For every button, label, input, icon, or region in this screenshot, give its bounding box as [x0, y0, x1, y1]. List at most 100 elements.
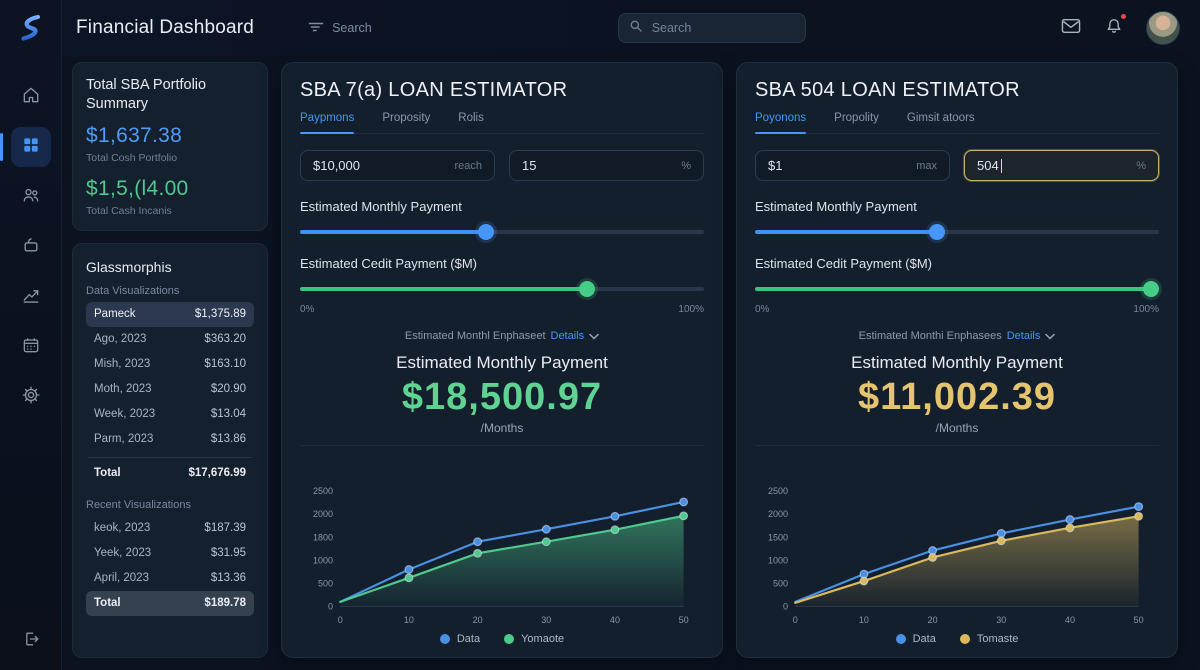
- legend-item-data[interactable]: Data: [439, 633, 480, 645]
- search-input[interactable]: [649, 20, 795, 36]
- sidebar-item-analytics[interactable]: [11, 277, 51, 317]
- svg-text:2500: 2500: [768, 486, 788, 496]
- tab-proposity[interactable]: Proposity: [382, 112, 431, 124]
- sidebar-item-portfolio[interactable]: [11, 227, 51, 267]
- table-row[interactable]: Pameck $1,375.89: [86, 301, 254, 327]
- payment-chart: 2500 2000 1800 1000 500 0 0 10 20 30 40 50 Data Yom…: [300, 444, 704, 647]
- users-icon: [21, 185, 41, 210]
- table-row[interactable]: Yeek, 2023 $31.95: [94, 547, 246, 560]
- svg-text:1800: 1800: [313, 532, 333, 542]
- user-avatar[interactable]: [1146, 11, 1180, 45]
- credit-payment-slider-label: Estimated Cedit Payment ($M): [755, 256, 933, 271]
- chart-legend: Data Yomaote: [300, 630, 704, 647]
- chart-legend: Data Tomaste: [755, 630, 1159, 647]
- slider-range-labels: 0% 100%: [300, 304, 704, 315]
- svg-text:1500: 1500: [768, 532, 788, 542]
- recent-total-row: Total $189.78: [86, 590, 254, 616]
- chevron-down-icon[interactable]: [589, 333, 599, 340]
- summary-column: Total SBA Portfolio Summary $1,637.38 To…: [72, 62, 268, 658]
- glassmorphis-title: Glassmorphis: [86, 258, 172, 275]
- svg-text:0: 0: [328, 602, 333, 612]
- sidebar-item-settings[interactable]: [11, 377, 51, 417]
- svg-text:10: 10: [859, 615, 869, 625]
- envelope-icon: [1060, 17, 1082, 40]
- monthly-payment-slider[interactable]: [755, 224, 1159, 240]
- monthly-payment-slider-label: Estimated Monthly Payment: [300, 199, 462, 214]
- result-unit: /Months: [480, 420, 524, 435]
- credit-payment-slider[interactable]: [300, 281, 704, 297]
- filter-icon: [308, 20, 324, 37]
- legend-dot: [959, 634, 970, 644]
- chevron-down-icon[interactable]: [1045, 333, 1056, 340]
- details-link[interactable]: Details: [550, 330, 585, 342]
- table-row[interactable]: Parm, 2023 $13.86: [94, 433, 246, 446]
- slider-thumb[interactable]: [578, 281, 595, 297]
- sidebar-item-dashboard[interactable]: [0, 127, 51, 167]
- svg-text:0: 0: [783, 602, 788, 612]
- total-cash-income-label: Total Cash Incanis: [86, 204, 172, 217]
- tab-simulators[interactable]: Gimsit atoors: [906, 112, 975, 124]
- interest-rate-input[interactable]: 15 %: [509, 150, 704, 181]
- result-unit: /Months: [935, 420, 979, 435]
- card-title: SBA 7(a) LOAN ESTIMATOR: [300, 79, 568, 101]
- loan-amount-input[interactable]: $10,000 reach: [300, 150, 495, 181]
- data-visualizations-label: Data Visualizations: [86, 284, 180, 297]
- legend-item-data[interactable]: Data: [895, 633, 936, 645]
- tab-rolis[interactable]: Rolis: [458, 112, 484, 124]
- page-title: Financial Dashboard: [76, 17, 255, 38]
- top-header: Financial Dashboard Search: [62, 0, 1200, 56]
- table-row[interactable]: Mish, 2023 $163.10: [94, 358, 246, 371]
- messages-button[interactable]: [1060, 17, 1082, 40]
- total-cash-portfolio-label: Total Cosh Portfolio: [86, 151, 178, 164]
- legend-dot: [895, 634, 906, 644]
- total-cash-income-value: $1,5,(l4.00: [86, 176, 189, 200]
- total-cash-portfolio-value: $1,637.38: [86, 123, 183, 147]
- logout-button[interactable]: [21, 629, 41, 654]
- search-input-wrapper: [617, 13, 806, 43]
- recent-visualizations-label: Recent Visualizations: [86, 498, 191, 511]
- svg-text:10: 10: [404, 615, 414, 625]
- svg-text:30: 30: [996, 615, 1006, 625]
- table-row[interactable]: April, 2023 $13.36: [94, 572, 246, 585]
- table-row[interactable]: Ago, 2023 $363.20: [94, 333, 246, 346]
- home-icon: [21, 85, 41, 110]
- filter-search-button[interactable]: Search: [308, 20, 372, 37]
- card-title: SBA 504 LOAN ESTIMATOR: [755, 79, 1020, 101]
- interest-rate-input[interactable]: 504 %: [964, 150, 1159, 181]
- tab-propolity[interactable]: Propolity: [834, 112, 879, 124]
- sidebar-item-calendar[interactable]: [11, 327, 51, 367]
- slider-thumb[interactable]: [1142, 281, 1159, 297]
- credit-payment-slider[interactable]: [755, 281, 1159, 297]
- legend-item-yomaote[interactable]: Yomaote: [504, 633, 564, 645]
- details-link[interactable]: Details: [1006, 330, 1041, 342]
- svg-text:2000: 2000: [768, 509, 788, 519]
- slider-thumb[interactable]: [928, 224, 945, 240]
- svg-text:1000: 1000: [768, 555, 788, 565]
- result-value: $18,500.97: [401, 376, 603, 418]
- sidebar-item-home[interactable]: [11, 77, 51, 117]
- loan-amount-input[interactable]: $1 max: [755, 150, 950, 181]
- slider-range-labels: 0% 100%: [755, 304, 1159, 315]
- filter-search-label: Search: [332, 21, 372, 35]
- table-row[interactable]: Week, 2023 $13.04: [94, 408, 246, 421]
- tab-payments[interactable]: Paypmons: [300, 112, 355, 134]
- monthly-payment-slider[interactable]: [300, 224, 704, 240]
- notifications-button[interactable]: [1104, 12, 1127, 41]
- table-row[interactable]: Moth, 2023 $20.90: [94, 383, 246, 396]
- trend-chart-icon: [21, 285, 41, 310]
- portfolio-summary-title: Total SBA Portfolio Summary: [86, 77, 207, 112]
- svg-text:40: 40: [1065, 615, 1075, 625]
- glassmorphis-panel: Glassmorphis Data Visualizations Pameck …: [72, 242, 268, 658]
- text-caret: [1000, 158, 1002, 173]
- svg-text:500: 500: [318, 579, 333, 589]
- tab-payments[interactable]: Poyonons: [755, 112, 807, 134]
- sidebar-item-users[interactable]: [11, 177, 51, 217]
- monthly-payment-slider-label: Estimated Monthly Payment: [755, 199, 917, 214]
- gear-icon: [21, 385, 41, 410]
- legend-item-tomaste[interactable]: Tomaste: [959, 633, 1018, 645]
- slider-thumb[interactable]: [477, 224, 494, 240]
- svg-text:50: 50: [1134, 615, 1144, 625]
- calendar-icon: [21, 335, 41, 360]
- table-row[interactable]: keok, 2023 $187.39: [94, 522, 246, 535]
